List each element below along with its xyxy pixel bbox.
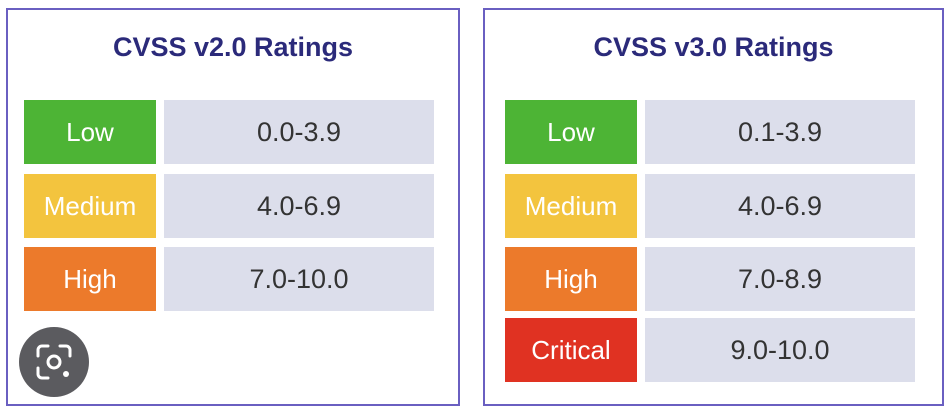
rating-range: 7.0-10.0: [164, 247, 434, 311]
rating-range: 4.0-6.9: [645, 174, 915, 238]
rating-range: 4.0-6.9: [164, 174, 434, 238]
rating-label: Medium: [24, 174, 156, 238]
rating-range: 9.0-10.0: [645, 318, 915, 382]
cvss-v2-panel: CVSS v2.0 Ratings Low 0.0-3.9 Medium 4.0…: [6, 8, 460, 406]
cvss-v3-panel: CVSS v3.0 Ratings Low 0.1-3.9 Medium 4.0…: [483, 8, 944, 406]
cvss-v2-title: CVSS v2.0 Ratings: [112, 32, 354, 62]
rating-label: Low: [24, 100, 156, 164]
lens-search-button[interactable]: [19, 327, 89, 397]
rating-range: 0.1-3.9: [645, 100, 915, 164]
rating-label: Medium: [505, 174, 637, 238]
rating-label: High: [505, 247, 637, 311]
cvss-v3-title: CVSS v3.0 Ratings: [593, 32, 834, 62]
rating-label: High: [24, 247, 156, 311]
rating-label: Critical: [505, 318, 637, 382]
rating-label: Low: [505, 100, 637, 164]
rating-range: 7.0-8.9: [645, 247, 915, 311]
lens-search-icon: [36, 344, 72, 380]
rating-range: 0.0-3.9: [164, 100, 434, 164]
